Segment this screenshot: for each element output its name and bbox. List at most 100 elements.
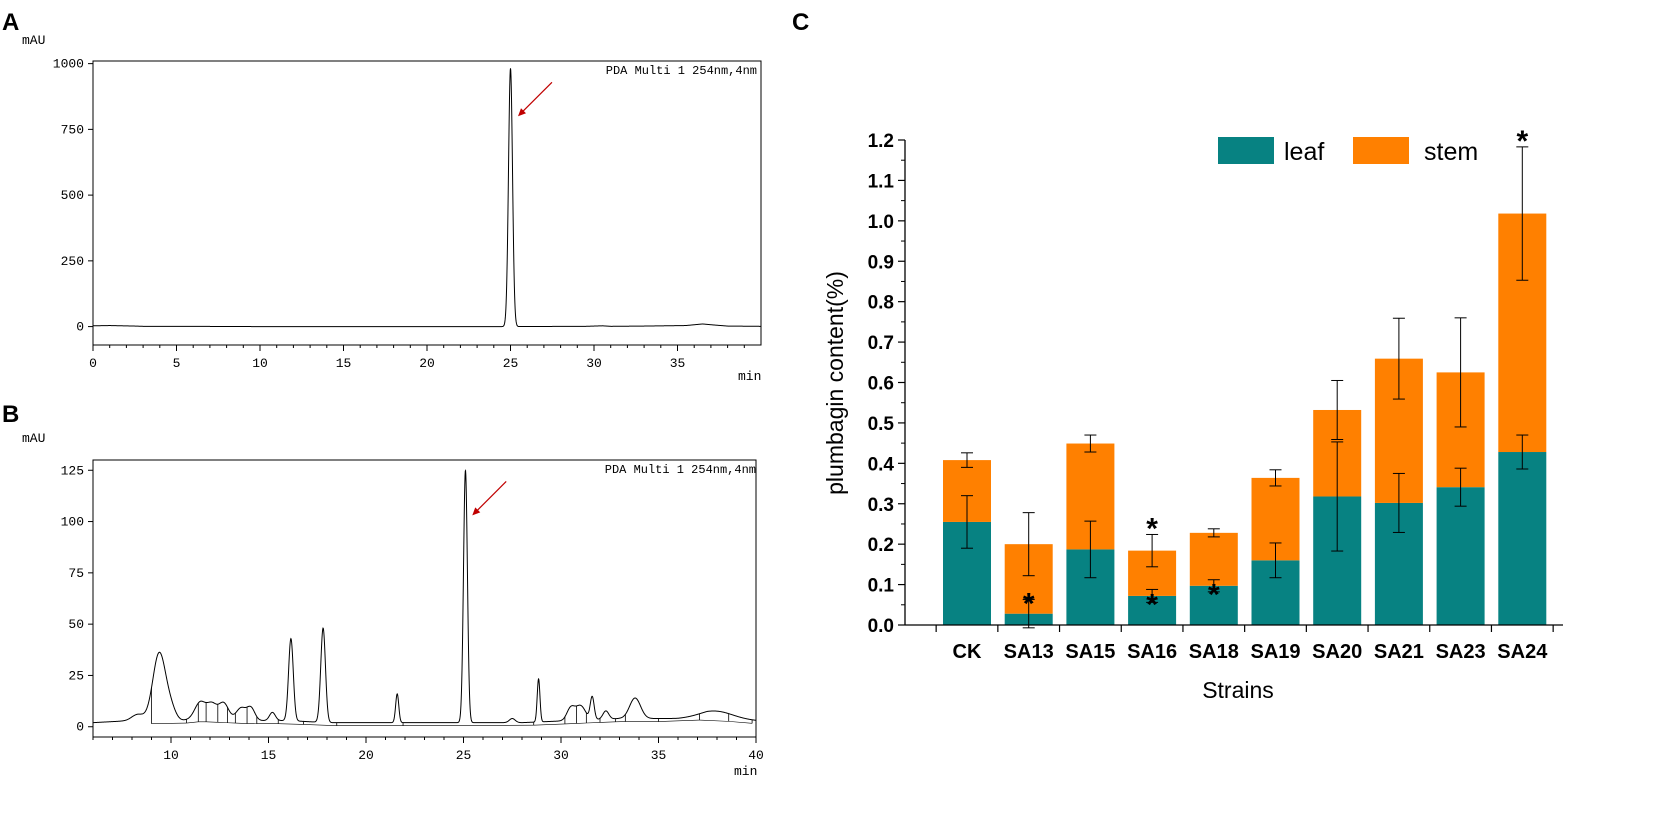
x-axis-title-c: Strains <box>1202 677 1274 703</box>
peak-arrow-b <box>472 481 507 516</box>
x-tick-label-a: 30 <box>586 356 602 371</box>
y-tick-label-a: 250 <box>61 254 84 269</box>
x-tick-label-sa21: SA21 <box>1374 641 1424 663</box>
x-unit-label-a: min <box>738 369 761 384</box>
bar-chart-panel-c: * * * * * CK SA13 SA15 SA16 SA18 SA19 SA20 SA21 SA23… <box>822 125 1563 703</box>
y-axis-title-c: plumbagin content(%) <box>822 271 848 495</box>
axes-c: CK SA13 SA15 SA16 SA18 SA19 SA20 SA21 SA23 SA24 0.… <box>868 131 1563 663</box>
x-tick-label-b: 20 <box>358 748 374 763</box>
arrow-shaft <box>520 81 553 114</box>
plot-frame-b <box>92 459 757 738</box>
y-tick-label-c: 0.2 <box>868 535 894 556</box>
integration-baseline <box>533 723 565 726</box>
x-tick-label-sa19: SA19 <box>1250 641 1300 663</box>
y-tick-label-a: 500 <box>61 188 84 203</box>
x-unit-label-b: min <box>734 764 757 779</box>
legend-swatch-stem <box>1353 137 1409 164</box>
x-tick-label-a: 25 <box>503 356 519 371</box>
x-tick-label-a: 0 <box>89 356 97 371</box>
y-tick-label-a: 750 <box>61 122 84 137</box>
x-tick-label-b: 10 <box>163 748 179 763</box>
bars-c <box>943 213 1547 625</box>
x-tick-label-b: 35 <box>651 748 667 763</box>
annotation-b: PDA Multi 1 254nm,4nm <box>605 463 756 477</box>
legend-label-stem: stem <box>1424 138 1478 166</box>
legend-swatch-leaf <box>1218 137 1274 164</box>
bar-stem-sa18 <box>1189 532 1238 586</box>
x-tick-label-sa13: SA13 <box>1004 641 1054 663</box>
y-tick-label-c: 0.8 <box>868 293 894 314</box>
x-tick-label-sa15: SA15 <box>1065 641 1115 663</box>
y-tick-label-b: 50 <box>68 617 84 632</box>
integration-baseline <box>303 724 337 727</box>
x-tick-label-a: 10 <box>252 356 268 371</box>
integration-baseline <box>151 722 187 724</box>
x-tick-label-b: 25 <box>456 748 472 763</box>
plot-frame-a <box>92 60 762 346</box>
x-tick-label-sa20: SA20 <box>1312 641 1362 663</box>
x-tick-label-sa24: SA24 <box>1497 641 1548 663</box>
drop-lines-b <box>151 687 753 727</box>
x-tick-label-a: 20 <box>419 356 435 371</box>
y-unit-label-b: mAU <box>22 431 45 446</box>
y-tick-label-b: 25 <box>68 668 84 683</box>
panel-letter-a: A <box>2 9 19 36</box>
x-tick-label-a: 15 <box>336 356 352 371</box>
significance-star-sa16-leaf: * <box>1146 588 1158 621</box>
y-tick-label-c: 1.1 <box>868 171 895 192</box>
x-tick-label-a: 35 <box>670 356 686 371</box>
y-tick-label-c: 0.7 <box>868 333 894 354</box>
y-tick-label-c: 0.3 <box>868 495 894 516</box>
arrow-shaft <box>474 481 507 513</box>
x-tick-label-sa23: SA23 <box>1436 641 1486 663</box>
integration-baseline <box>586 722 601 724</box>
annotation-a: PDA Multi 1 254nm,4nm <box>606 64 757 78</box>
x-tick-label-b: 40 <box>748 748 764 763</box>
trace-a <box>93 68 761 328</box>
panel-letter-b: B <box>2 401 19 428</box>
significance-star-sa24-stem: * <box>1516 125 1528 158</box>
y-tick-label-b: 75 <box>68 566 84 581</box>
arrow-head <box>472 507 481 516</box>
integration-baseline <box>699 719 729 722</box>
integration-baseline <box>278 723 304 725</box>
y-tick-label-b: 100 <box>61 515 84 530</box>
significance-star-sa16-stem: * <box>1146 512 1158 545</box>
y-tick-label-b: 125 <box>61 463 84 478</box>
x-tick-label-b: 15 <box>261 748 277 763</box>
x-tick-label-ck: CK <box>953 641 982 663</box>
significance-star-sa13-leaf: * <box>1023 588 1035 621</box>
integration-baseline <box>599 721 616 723</box>
y-tick-label-c: 0.1 <box>868 576 895 597</box>
x-tick-label-sa18: SA18 <box>1189 641 1239 663</box>
ticks-b: 10 15 20 25 30 35 40 0 25 50 75 100 125 <box>61 463 764 763</box>
integration-baseline <box>186 721 199 724</box>
y-tick-label-a: 0 <box>76 320 84 335</box>
chromatogram-panel-a: mAU min PDA Multi 1 254nm,4nm 0 5 10 15 20 25… <box>22 33 762 384</box>
integration-baseline <box>728 721 753 724</box>
y-tick-label-c: 0.0 <box>868 616 894 637</box>
y-tick-label-b: 0 <box>76 720 84 735</box>
x-tick-label-b: 30 <box>553 748 569 763</box>
y-tick-label-c: 0.4 <box>868 454 895 475</box>
panel-letter-c: C <box>792 9 809 36</box>
arrow-head <box>518 108 527 117</box>
bar-leaf-sa23 <box>1436 487 1485 625</box>
y-tick-label-a: 1000 <box>53 57 84 72</box>
x-tick-label-sa16: SA16 <box>1127 641 1177 663</box>
legend-c: leaf stem <box>1218 137 1478 166</box>
trace-b <box>92 469 757 724</box>
y-tick-label-c: 0.5 <box>868 414 895 435</box>
bar-leaf-sa24 <box>1498 452 1547 625</box>
chromatogram-panel-b: mAU min PDA Multi 1 254nm,4nm 10 15 20 25 30… <box>22 431 764 779</box>
y-tick-label-c: 0.6 <box>868 374 894 395</box>
x-tick-label-a: 5 <box>173 356 181 371</box>
legend-label-leaf: leaf <box>1284 138 1324 166</box>
significance-stars-c: * * * * * <box>1023 125 1529 622</box>
peak-arrow-a <box>518 81 553 117</box>
error-bars-c <box>961 146 1529 629</box>
integration-baseline <box>658 719 700 722</box>
y-tick-label-c: 0.9 <box>868 252 894 273</box>
significance-star-sa18-leaf: * <box>1208 579 1220 612</box>
